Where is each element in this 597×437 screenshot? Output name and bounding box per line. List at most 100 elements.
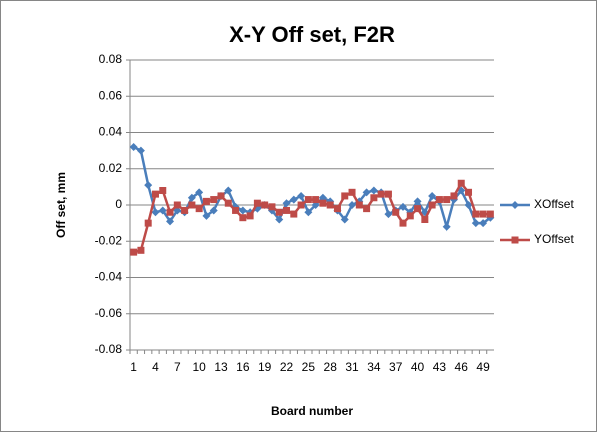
y-tick-label: 0.02 xyxy=(99,161,123,175)
x-tick-label: 28 xyxy=(324,360,338,374)
point xyxy=(202,197,210,205)
point xyxy=(450,192,458,200)
point xyxy=(511,236,519,244)
point xyxy=(399,219,407,227)
point xyxy=(232,206,240,214)
point xyxy=(369,186,378,195)
point xyxy=(246,212,254,220)
point xyxy=(282,199,291,208)
point xyxy=(312,196,320,204)
point xyxy=(435,196,443,204)
point xyxy=(479,219,488,228)
point xyxy=(297,201,305,209)
point xyxy=(195,205,203,213)
point xyxy=(384,190,392,198)
point xyxy=(173,201,181,209)
point xyxy=(377,190,385,198)
x-tick-label: 1 xyxy=(130,360,137,374)
point xyxy=(181,206,189,214)
y-tick-label: 0.04 xyxy=(99,125,123,139)
point xyxy=(166,217,175,226)
point xyxy=(253,199,261,207)
point xyxy=(224,199,232,207)
point xyxy=(239,214,247,222)
point xyxy=(471,219,480,228)
point xyxy=(275,208,283,216)
point xyxy=(406,212,414,220)
y-axis-label: Off set, mm xyxy=(54,172,68,238)
point xyxy=(326,201,334,209)
x-tick-label: 37 xyxy=(389,360,403,374)
point xyxy=(486,210,494,218)
x-tick-label: 4 xyxy=(152,360,159,374)
point xyxy=(268,203,276,211)
point xyxy=(187,193,196,202)
point xyxy=(195,188,204,197)
x-tick-label: 46 xyxy=(455,360,469,374)
point xyxy=(275,215,284,224)
point xyxy=(158,206,167,215)
point xyxy=(144,181,153,190)
point xyxy=(159,187,167,194)
x-tick-label: 34 xyxy=(367,360,381,374)
point xyxy=(479,210,487,218)
point xyxy=(443,196,451,204)
point xyxy=(421,216,429,223)
point xyxy=(297,191,306,200)
legend-label: YOffset xyxy=(534,232,574,246)
point xyxy=(511,201,519,209)
point xyxy=(399,202,407,211)
point xyxy=(348,201,357,209)
x-tick-label: 16 xyxy=(236,360,250,374)
point xyxy=(136,146,145,155)
point xyxy=(442,222,451,231)
y-tick-label: -0.04 xyxy=(95,270,123,284)
point xyxy=(151,208,160,217)
point xyxy=(333,205,341,213)
point xyxy=(392,208,400,216)
point xyxy=(413,197,422,206)
y-tick-label: -0.02 xyxy=(95,233,123,247)
x-tick-label: 22 xyxy=(280,360,294,374)
point xyxy=(341,192,349,200)
x-tick-label: 49 xyxy=(476,360,490,374)
point xyxy=(289,195,298,204)
point xyxy=(340,215,349,224)
point xyxy=(129,143,138,151)
x-tick-label: 19 xyxy=(258,360,272,374)
legend-label: XOffset xyxy=(534,197,574,211)
point xyxy=(130,248,138,256)
point xyxy=(166,208,174,216)
chart-title: X-Y Off set, F2R xyxy=(229,22,395,47)
point xyxy=(428,191,437,200)
point xyxy=(348,188,356,196)
x-tick-label: 13 xyxy=(214,360,228,374)
point xyxy=(202,211,211,220)
y-tick-label: 0.08 xyxy=(99,52,123,66)
point xyxy=(151,190,159,198)
y-tick-label: -0.06 xyxy=(95,306,123,320)
point xyxy=(355,201,363,209)
x-axis-label: Board number xyxy=(271,404,353,418)
point xyxy=(188,201,196,209)
point xyxy=(465,188,473,196)
x-tick-label: 10 xyxy=(192,360,206,374)
point xyxy=(384,210,393,219)
y-tick-label: 0.06 xyxy=(99,88,123,102)
y-tick-label: -0.08 xyxy=(95,342,123,356)
point xyxy=(209,206,218,215)
point xyxy=(144,219,152,227)
point xyxy=(464,201,473,209)
point xyxy=(283,206,291,214)
point xyxy=(472,210,480,218)
point xyxy=(210,196,218,204)
point xyxy=(224,186,233,195)
point xyxy=(319,199,327,207)
point xyxy=(290,210,298,218)
point xyxy=(238,206,247,215)
point xyxy=(217,192,225,200)
point xyxy=(304,196,312,204)
point xyxy=(304,208,313,217)
